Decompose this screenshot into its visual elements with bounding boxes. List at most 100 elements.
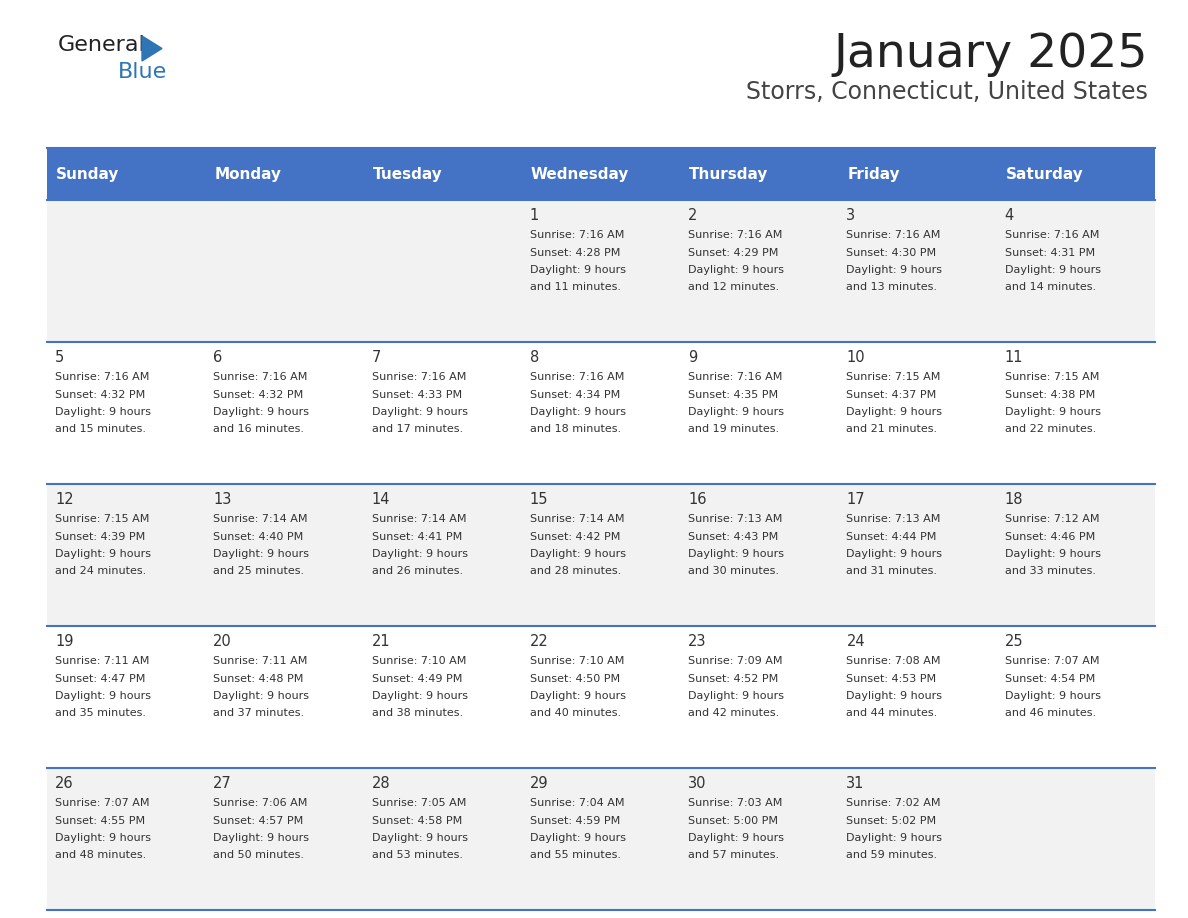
Bar [206,200,364,342]
Text: Sunrise: 7:09 AM: Sunrise: 7:09 AM [688,656,783,666]
Bar [681,342,839,484]
Bar [997,626,1155,768]
Text: 14: 14 [372,492,390,507]
Text: Sunrise: 7:07 AM: Sunrise: 7:07 AM [1005,656,1099,666]
Text: Sunday: Sunday [56,166,119,182]
Text: Sunrise: 7:16 AM: Sunrise: 7:16 AM [214,372,308,382]
Text: Daylight: 9 hours: Daylight: 9 hours [530,691,626,701]
Text: and 46 minutes.: and 46 minutes. [1005,709,1095,719]
Text: Saturday: Saturday [1006,166,1083,182]
Text: and 25 minutes.: and 25 minutes. [214,566,304,577]
Text: Sunrise: 7:15 AM: Sunrise: 7:15 AM [846,372,941,382]
Text: Sunset: 4:48 PM: Sunset: 4:48 PM [214,674,304,684]
Text: Daylight: 9 hours: Daylight: 9 hours [530,549,626,559]
Text: Daylight: 9 hours: Daylight: 9 hours [530,407,626,417]
Bar [206,626,364,768]
Bar [522,768,681,910]
Bar [522,200,681,342]
Text: 3: 3 [846,208,855,223]
Text: Sunset: 4:32 PM: Sunset: 4:32 PM [214,389,304,399]
Bar [522,626,681,768]
Text: Sunrise: 7:16 AM: Sunrise: 7:16 AM [846,230,941,240]
Text: and 30 minutes.: and 30 minutes. [688,566,779,577]
Text: Daylight: 9 hours: Daylight: 9 hours [688,265,784,275]
Bar [364,200,522,342]
Text: and 48 minutes.: and 48 minutes. [55,850,146,860]
Text: Daylight: 9 hours: Daylight: 9 hours [372,691,468,701]
Text: Sunrise: 7:07 AM: Sunrise: 7:07 AM [55,798,150,808]
Text: Daylight: 9 hours: Daylight: 9 hours [688,833,784,843]
Text: and 37 minutes.: and 37 minutes. [214,709,304,719]
Bar [681,148,839,200]
Bar [681,626,839,768]
Text: 21: 21 [372,634,390,649]
Text: Thursday: Thursday [689,166,769,182]
Text: Daylight: 9 hours: Daylight: 9 hours [688,691,784,701]
Text: Sunrise: 7:16 AM: Sunrise: 7:16 AM [372,372,466,382]
Text: Sunset: 4:49 PM: Sunset: 4:49 PM [372,674,462,684]
Text: 16: 16 [688,492,707,507]
Text: and 31 minutes.: and 31 minutes. [846,566,937,577]
Bar [48,342,206,484]
Text: Blue: Blue [118,62,168,82]
Text: Sunrise: 7:10 AM: Sunrise: 7:10 AM [372,656,466,666]
Text: and 14 minutes.: and 14 minutes. [1005,283,1095,293]
Text: Daylight: 9 hours: Daylight: 9 hours [1005,265,1101,275]
Text: Sunset: 4:52 PM: Sunset: 4:52 PM [688,674,778,684]
Text: Daylight: 9 hours: Daylight: 9 hours [1005,691,1101,701]
Text: Sunrise: 7:16 AM: Sunrise: 7:16 AM [688,230,783,240]
Text: Sunset: 4:44 PM: Sunset: 4:44 PM [846,532,937,542]
Text: Sunset: 4:38 PM: Sunset: 4:38 PM [1005,389,1095,399]
Text: Daylight: 9 hours: Daylight: 9 hours [214,407,309,417]
Text: Sunset: 4:46 PM: Sunset: 4:46 PM [1005,532,1095,542]
Text: Daylight: 9 hours: Daylight: 9 hours [55,691,151,701]
Text: Sunrise: 7:14 AM: Sunrise: 7:14 AM [214,514,308,524]
Text: Sunset: 4:29 PM: Sunset: 4:29 PM [688,248,778,258]
Text: Daylight: 9 hours: Daylight: 9 hours [1005,407,1101,417]
Bar [364,484,522,626]
Text: and 40 minutes.: and 40 minutes. [530,709,621,719]
Text: Daylight: 9 hours: Daylight: 9 hours [846,833,942,843]
Text: Sunrise: 7:03 AM: Sunrise: 7:03 AM [688,798,783,808]
Bar [839,342,997,484]
Text: Daylight: 9 hours: Daylight: 9 hours [688,549,784,559]
Text: Sunset: 5:02 PM: Sunset: 5:02 PM [846,815,936,825]
Text: 25: 25 [1005,634,1023,649]
Text: Sunset: 4:32 PM: Sunset: 4:32 PM [55,389,145,399]
Text: 29: 29 [530,776,549,791]
Text: Sunset: 4:57 PM: Sunset: 4:57 PM [214,815,304,825]
Text: Sunset: 4:34 PM: Sunset: 4:34 PM [530,389,620,399]
Text: Sunrise: 7:16 AM: Sunrise: 7:16 AM [688,372,783,382]
Text: Sunset: 4:33 PM: Sunset: 4:33 PM [372,389,462,399]
Bar [681,768,839,910]
Text: 8: 8 [530,350,539,365]
Text: Sunrise: 7:14 AM: Sunrise: 7:14 AM [530,514,625,524]
Text: 6: 6 [214,350,222,365]
Bar [997,200,1155,342]
Bar [839,148,997,200]
Text: and 33 minutes.: and 33 minutes. [1005,566,1095,577]
Text: Daylight: 9 hours: Daylight: 9 hours [372,833,468,843]
Text: Daylight: 9 hours: Daylight: 9 hours [372,549,468,559]
Bar [206,342,364,484]
Bar [522,148,681,200]
Text: Monday: Monday [214,166,282,182]
Bar [839,626,997,768]
Text: Sunrise: 7:14 AM: Sunrise: 7:14 AM [372,514,466,524]
Text: Sunrise: 7:16 AM: Sunrise: 7:16 AM [55,372,150,382]
Bar [839,768,997,910]
Text: Daylight: 9 hours: Daylight: 9 hours [846,407,942,417]
Bar [206,484,364,626]
Text: and 24 minutes.: and 24 minutes. [55,566,146,577]
Text: 7: 7 [372,350,381,365]
Text: Sunrise: 7:12 AM: Sunrise: 7:12 AM [1005,514,1099,524]
Text: and 57 minutes.: and 57 minutes. [688,850,779,860]
Text: 18: 18 [1005,492,1023,507]
Bar [997,484,1155,626]
Bar [522,484,681,626]
Text: Daylight: 9 hours: Daylight: 9 hours [530,833,626,843]
Text: 2: 2 [688,208,697,223]
Text: Sunset: 4:55 PM: Sunset: 4:55 PM [55,815,145,825]
Text: and 38 minutes.: and 38 minutes. [372,709,462,719]
Text: Sunrise: 7:15 AM: Sunrise: 7:15 AM [55,514,150,524]
